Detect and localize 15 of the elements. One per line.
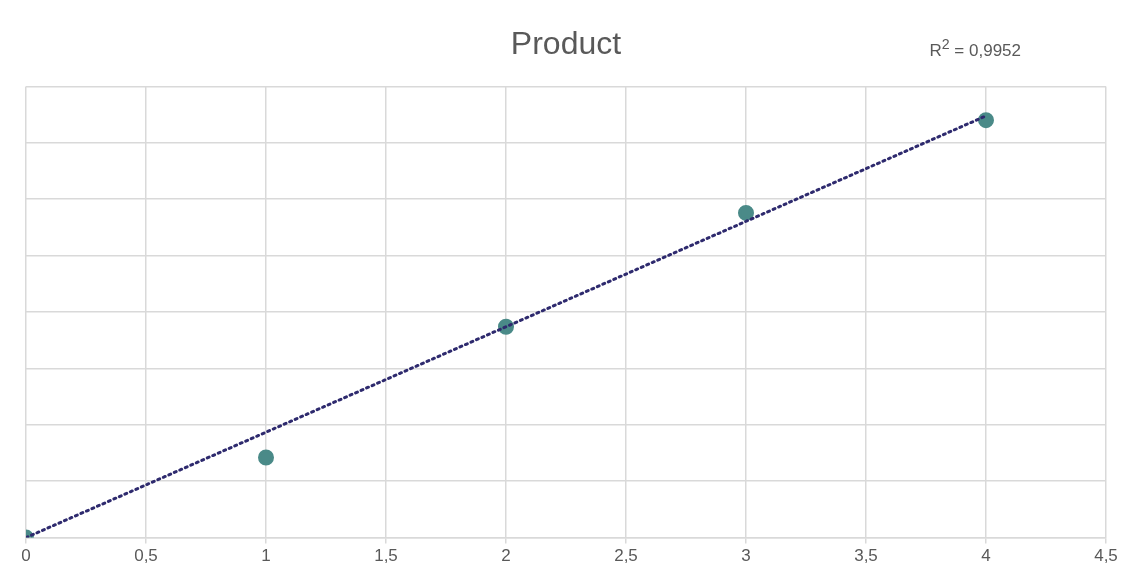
x-tick-label: 4,5 xyxy=(1094,546,1118,566)
x-tick-label: 3 xyxy=(741,546,751,566)
chart-title: Product xyxy=(510,25,622,62)
x-tick-label: 2,5 xyxy=(614,546,638,566)
point xyxy=(258,449,274,466)
x-tick-label: 4 xyxy=(981,546,991,566)
x-tick-label: 1 xyxy=(261,546,271,566)
x-tick-label: 1,5 xyxy=(374,546,398,566)
x-tick-label: 0,5 xyxy=(134,546,158,566)
text: R$^{2}$ = 0,9952 xyxy=(929,36,1021,61)
point xyxy=(978,112,994,129)
point xyxy=(738,204,754,221)
x-tick-label: 3,5 xyxy=(854,546,878,566)
x-tick-label: 0 xyxy=(21,546,31,566)
x-tick-label: 2 xyxy=(501,546,511,566)
